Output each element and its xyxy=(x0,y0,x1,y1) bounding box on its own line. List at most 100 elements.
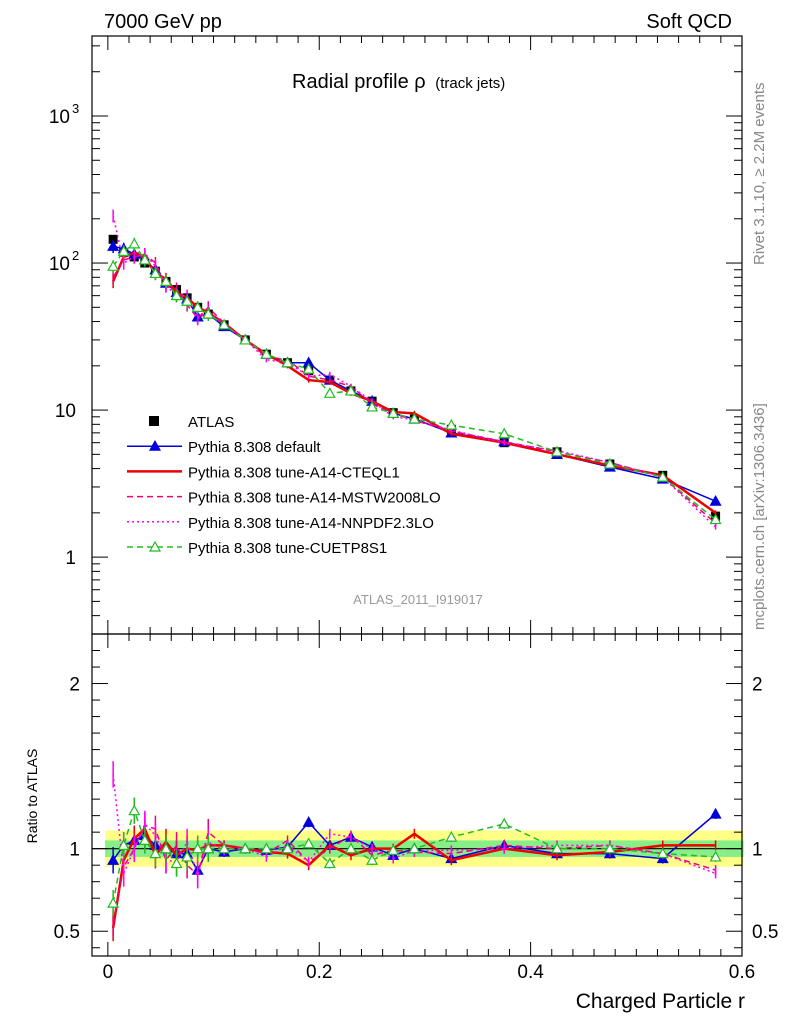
main-point xyxy=(281,356,294,368)
legend-marker xyxy=(149,416,159,426)
ratio-point xyxy=(408,842,421,854)
ratio-point xyxy=(387,844,400,855)
main-point xyxy=(344,384,357,396)
ratio-y-axis-label: Ratio to ATLAS xyxy=(24,749,40,844)
legend-label: Pythia 8.308 tune-A14-CTEQL1 xyxy=(188,464,400,481)
ratio-point xyxy=(281,842,294,854)
ratio-point xyxy=(159,842,173,854)
watermark: ATLAS_2011_I919017 xyxy=(353,592,483,607)
y-tick-label: 10 xyxy=(49,107,70,128)
x-tick-label: 0.4 xyxy=(517,962,544,983)
ratio-series-4 xyxy=(107,797,722,917)
main-line xyxy=(112,245,716,502)
main-point xyxy=(149,267,162,279)
ratio-point xyxy=(302,837,315,849)
ratio-point xyxy=(107,853,120,865)
ratio-point xyxy=(260,842,273,854)
ratio-point xyxy=(498,817,511,829)
main-line xyxy=(112,215,717,528)
ratio-point xyxy=(323,857,336,869)
main-point xyxy=(366,400,379,412)
main-point xyxy=(181,294,194,306)
ratio-point xyxy=(656,847,669,859)
main-point xyxy=(445,418,458,430)
main-point xyxy=(218,318,231,330)
ratio-point xyxy=(709,807,722,819)
chart-title-main: Radial profile ρ xyxy=(292,71,426,93)
main-point xyxy=(260,347,273,359)
ratio-y-tick-label-right: 0.5 xyxy=(752,922,778,943)
legend-marker xyxy=(148,439,162,451)
legend-label: Pythia 8.308 default xyxy=(188,439,321,456)
legend-entry-1: Pythia 8.308 default xyxy=(127,439,321,456)
y-tick-label: 10 xyxy=(55,401,76,422)
ratio-point xyxy=(191,842,204,854)
ratio-line xyxy=(112,824,716,924)
main-point xyxy=(551,445,564,457)
ratio-series-3 xyxy=(112,761,717,889)
main-point xyxy=(656,470,669,482)
series-layer xyxy=(107,209,722,942)
ratio-point xyxy=(709,850,722,862)
ratio-point xyxy=(149,847,162,859)
main-line xyxy=(112,253,717,524)
legend-entry-3: Pythia 8.308 tune-A14-MSTW2008LO xyxy=(127,490,441,507)
main-point xyxy=(709,513,722,525)
main-series-4 xyxy=(112,209,717,530)
ratio-point xyxy=(117,839,130,850)
y-tick-exponent: 2 xyxy=(72,248,79,263)
chart-title: Radial profile ρ (track jets) xyxy=(292,71,505,93)
chart-title-suffix: (track jets) xyxy=(435,75,505,92)
ratio-point xyxy=(218,842,231,854)
legend-entry-4: Pythia 8.308 tune-A14-NNPDF2.3LO xyxy=(127,515,434,532)
legend-marker xyxy=(148,540,162,552)
y-tick-label: 1 xyxy=(65,548,76,569)
y-tick-label: 10 xyxy=(49,254,70,275)
legend: ATLAS Pythia 8.308 default Pythia 8.308 tu… xyxy=(127,414,441,557)
header-right: Soft QCD xyxy=(646,11,732,33)
mcplots-label: mcplots.cern.ch [arXiv:1306.3436] xyxy=(751,403,768,630)
main-point xyxy=(108,234,118,244)
main-series-5 xyxy=(107,237,722,525)
ratio-y-tick-label-right: 2 xyxy=(752,675,763,696)
main-point xyxy=(709,494,722,506)
legend-label: Pythia 8.308 tune-A14-NNPDF2.3LO xyxy=(188,515,434,532)
ratio-y-tick-label-right: 1 xyxy=(752,840,763,861)
main-point xyxy=(191,301,204,312)
main-point xyxy=(408,412,421,424)
legend-label: ATLAS xyxy=(188,414,234,431)
legend-label: Pythia 8.308 tune-A14-MSTW2008LO xyxy=(188,490,441,507)
header-left: 7000 GeV pp xyxy=(104,11,222,33)
main-point xyxy=(159,275,173,287)
main-point xyxy=(387,407,400,418)
x-axis-label: Charged Particle r xyxy=(576,990,745,1013)
ratio-point xyxy=(181,850,194,862)
legend-entry-5: Pythia 8.308 tune-CUETP8S1 xyxy=(127,540,387,557)
ratio-point xyxy=(551,842,564,854)
main-point xyxy=(117,245,130,256)
main-point xyxy=(202,307,215,319)
ratio-point xyxy=(128,804,141,816)
rivet-label: Rivet 3.1.10, ≥ 2.2M events xyxy=(751,83,768,266)
ratio-point xyxy=(603,842,616,854)
ratio-point xyxy=(239,842,252,854)
main-point xyxy=(498,427,511,439)
ratio-point xyxy=(138,834,151,846)
ratio-point xyxy=(170,857,183,869)
main-point xyxy=(170,289,183,301)
x-tick-label: 0 xyxy=(103,962,114,983)
y-tick-exponent: 3 xyxy=(72,101,79,116)
ratio-point xyxy=(302,816,315,827)
ratio-point xyxy=(445,830,458,842)
main-point xyxy=(107,240,120,251)
ratio-frame xyxy=(91,633,743,957)
main-point xyxy=(603,457,616,469)
main-point xyxy=(323,387,336,398)
ratio-point xyxy=(344,842,357,854)
x-tick-label: 0.6 xyxy=(729,962,755,983)
ratio-y-tick-label: 1 xyxy=(69,840,80,861)
legend-entry-2: Pythia 8.308 tune-A14-CTEQL1 xyxy=(127,464,400,481)
ratio-y-tick-label: 0.5 xyxy=(54,922,80,943)
ratio-point xyxy=(107,896,120,908)
